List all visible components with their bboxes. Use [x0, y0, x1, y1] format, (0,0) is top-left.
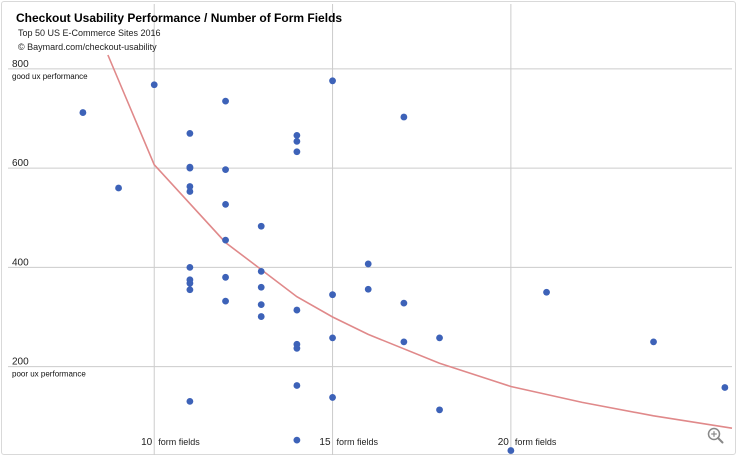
chart-title: Checkout Usability Performance / Number …	[16, 11, 342, 25]
data-point	[293, 131, 301, 139]
data-point	[222, 166, 229, 174]
data-point	[364, 285, 372, 293]
data-point	[150, 81, 158, 89]
data-point	[222, 236, 229, 244]
y-tick-labels: 800 600 400 200	[12, 59, 29, 368]
data-point	[293, 436, 301, 444]
y-annotations: good ux performance poor ux performance	[12, 72, 88, 379]
data-point	[721, 384, 729, 391]
data-point	[364, 260, 372, 268]
data-point	[257, 313, 265, 320]
data-point	[115, 184, 122, 192]
data-point	[400, 338, 408, 346]
chart-source: © Baymard.com/checkout-usability	[18, 42, 157, 52]
data-point	[329, 334, 336, 342]
data-point	[222, 97, 229, 105]
data-point	[543, 288, 550, 296]
y-tick-label: 400	[12, 257, 29, 268]
data-point	[79, 109, 87, 116]
data-point	[293, 344, 301, 352]
x-tick-label: form fields	[158, 437, 200, 447]
data-point	[436, 406, 443, 414]
x-tick-number: 20	[498, 437, 510, 448]
data-point	[186, 130, 194, 137]
x-tick-number: 10	[141, 437, 153, 448]
gridlines	[8, 4, 732, 455]
x-tick-number: 15	[319, 437, 331, 448]
data-point	[650, 338, 657, 346]
data-point	[222, 273, 229, 281]
data-point	[257, 301, 265, 309]
data-point	[436, 334, 443, 342]
data-point	[186, 286, 194, 294]
y-annotation: good ux performance	[12, 72, 88, 81]
x-tick-labels: 10 form fields 15 form fields 20 form fields	[141, 437, 557, 448]
y-tick-label: 600	[12, 158, 29, 169]
data-point	[186, 264, 194, 271]
data-point	[257, 267, 265, 275]
y-annotation: poor ux performance	[12, 370, 86, 379]
data-points	[79, 77, 729, 454]
data-point	[222, 200, 229, 208]
data-point	[293, 306, 301, 314]
y-tick-label: 800	[12, 59, 29, 70]
data-point	[186, 398, 194, 405]
x-tick-label: form fields	[515, 437, 557, 447]
y-tick-label: 200	[12, 357, 29, 368]
data-point	[186, 164, 194, 172]
data-point	[222, 297, 229, 305]
data-point	[329, 291, 336, 299]
data-point	[293, 137, 301, 145]
data-point	[293, 382, 301, 389]
data-point	[400, 299, 408, 307]
data-point	[400, 113, 408, 121]
trendline	[107, 54, 733, 429]
data-point	[186, 188, 194, 195]
data-point	[329, 394, 336, 401]
x-tick-label: form fields	[337, 437, 379, 447]
data-point	[186, 279, 194, 287]
chart-subtitle: Top 50 US E-Commerce Sites 2016	[18, 28, 161, 38]
data-point	[293, 148, 301, 156]
data-point	[257, 283, 265, 291]
zoom-icon[interactable]	[707, 427, 724, 444]
data-point	[329, 77, 336, 85]
data-point	[257, 222, 265, 230]
data-point	[507, 447, 515, 454]
data-point	[186, 183, 194, 190]
